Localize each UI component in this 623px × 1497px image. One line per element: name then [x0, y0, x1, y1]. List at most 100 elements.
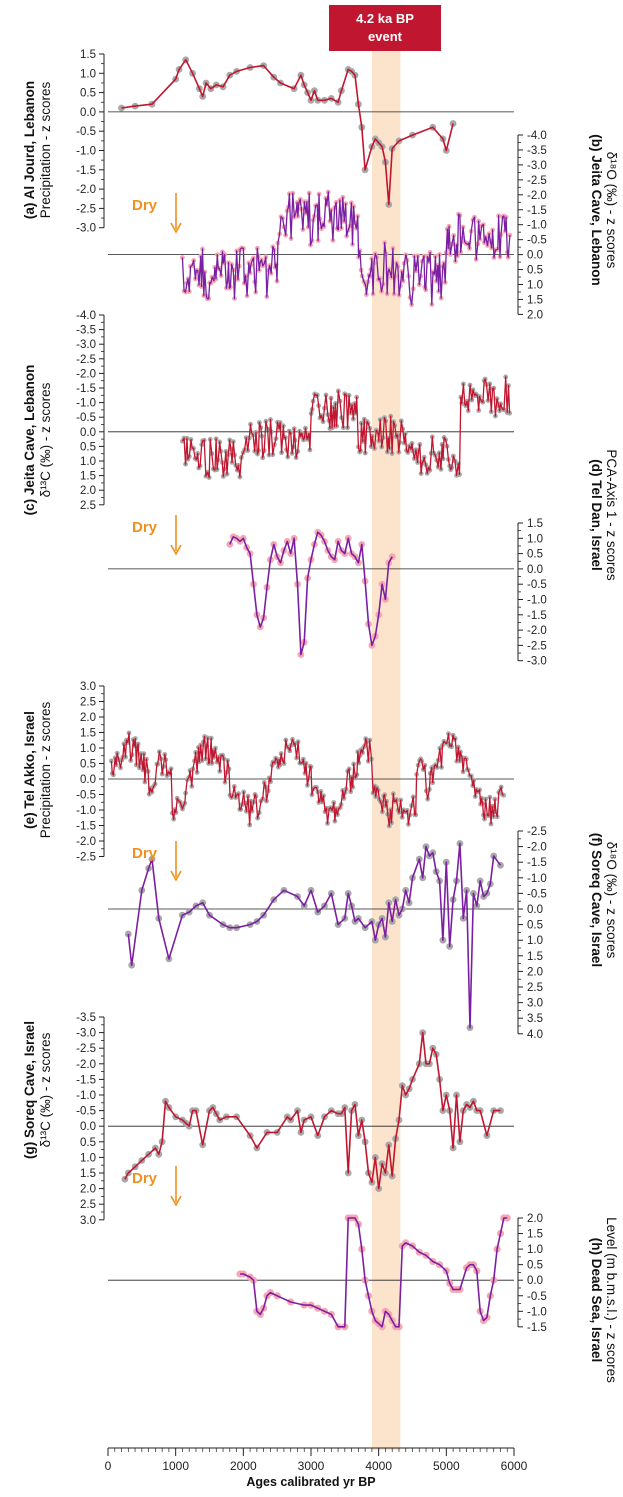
y-tick-label-f: -0.5	[527, 888, 547, 900]
panel-title-e: (e) Tel Akko, Israel	[22, 711, 37, 829]
y-tick-label-a: -1.5	[76, 165, 96, 177]
series-e	[109, 730, 507, 829]
dry-label: Dry	[132, 197, 158, 214]
y-tick-label-d: -3.0	[527, 656, 547, 668]
y-axis-g: -3.5 -3.0 -2.5 -2.0 -1.5 -1.0 -0.5 0.0 0.5 1.0 1.5…	[76, 1012, 105, 1227]
y-tick-label-g: -2.0	[76, 1059, 96, 1071]
y-tick-label-a: -0.5	[76, 126, 96, 138]
y-tick-label-d: 0.0	[527, 564, 543, 576]
y-tick-label-c: 2.5	[80, 500, 96, 512]
y-tick-label-f: 2.0	[527, 966, 543, 978]
y-axis-c: -4.0 -3.5 -3.0 -2.5 -2.0 -1.5 -1.0 -0.5 0.0 0.5 1.…	[76, 310, 105, 512]
y-tick-label-b: 1.0	[527, 280, 543, 292]
y-tick-label-a: -1.0	[76, 146, 96, 158]
dry-indicator-1: Dry	[132, 193, 182, 234]
event-label: 4.2 ka BP event	[329, 5, 441, 51]
event-label-line1: 4.2 ka BP	[356, 11, 414, 26]
y-tick-label-b: -3.5	[527, 145, 547, 157]
y-tick-label-f: 3.5	[527, 1013, 543, 1025]
y-tick-label-f: 1.5	[527, 951, 543, 963]
series-h	[236, 1214, 511, 1331]
y-tick-label-e: 0.5	[80, 759, 96, 771]
y-tick-label-c: 0.0	[80, 427, 96, 439]
down-arrow-icon	[170, 222, 182, 234]
y-tick-label-e: 1.0	[80, 743, 96, 755]
y-tick-label-a: -2.0	[76, 184, 96, 196]
x-axis: 0 1000 2000 3000 4000 5000 6000 Ages calibrate…	[105, 1447, 528, 1489]
y-axis-a: 1.5 1.0 0.5 0.0 -0.5 -1.0 -1.5 -2.0 -2.5 -3.0	[76, 49, 105, 235]
y-tick-label-e: -2.5	[76, 852, 96, 864]
x-tick-label: 6000	[501, 1459, 528, 1473]
dry-label: Dry	[132, 845, 158, 862]
series-line-g	[124, 1031, 501, 1190]
panel-title-c: (c) Jeita Cave, Lebanon	[22, 365, 37, 516]
panel-subtitle-c: δ¹³C (‰) - z scores	[38, 382, 53, 497]
panel-label-h: (h) Dead Sea, Israel Level (m b.m.s.l.) -…	[589, 1217, 619, 1383]
y-tick-label-h: 0.5	[527, 1260, 543, 1272]
panel-label-f: (f) Soreq Cave, Israel δ¹⁸O (‰) - z score…	[589, 833, 619, 967]
y-tick-label-h: -1.5	[527, 1322, 547, 1334]
y-tick-label-d: -2.5	[527, 640, 547, 652]
y-tick-label-g: -1.0	[76, 1090, 96, 1102]
series-line-f	[127, 842, 502, 1029]
y-tick-label-c: -3.0	[76, 339, 96, 351]
series-b	[180, 189, 513, 308]
y-tick-label-f: -1.0	[527, 873, 547, 885]
y-tick-label-f: 2.5	[527, 982, 543, 994]
y-axis-d: 1.5 1.0 0.5 0.0 -0.5 -1.0 -1.5 -2.0 -2.5 -3.0	[517, 518, 547, 668]
y-tick-label-f: 0.5	[527, 920, 543, 932]
event-label-line2: event	[368, 29, 403, 44]
y-tick-label-g: -3.5	[76, 1012, 96, 1024]
y-tick-label-f: -1.5	[527, 857, 547, 869]
x-tick-label: 0	[105, 1459, 112, 1473]
y-tick-label-f: 4.0	[527, 1029, 543, 1041]
y-tick-label-c: 0.5	[80, 441, 96, 453]
panel-subtitle-b: δ¹⁸O (‰) - z scores	[604, 152, 619, 269]
y-tick-label-d: -1.0	[527, 595, 547, 607]
y-tick-label-f: 0.0	[527, 904, 543, 916]
panel-subtitle-d: PCA-Axis 1 - z scores	[604, 449, 619, 581]
panel-label-g: (g) Soreq Cave, Israel δ¹³C (‰) - z score…	[22, 1021, 53, 1159]
panel-subtitle-a: Precipitation - z scores	[38, 81, 53, 218]
panel-subtitle-e: Precipitation - z scores	[38, 701, 53, 838]
panel-title-h: (h) Dead Sea, Israel	[589, 1238, 604, 1363]
y-tick-label-f: -2.0	[527, 842, 547, 854]
y-tick-label-b: -2.0	[527, 190, 547, 202]
series-line-h	[240, 1217, 508, 1328]
y-tick-label-g: 2.5	[80, 1199, 96, 1211]
y-tick-label-h: 0.0	[527, 1275, 543, 1287]
x-axis-label: Ages calibrated yr BP	[246, 1475, 375, 1489]
y-tick-label-c: -1.0	[76, 398, 96, 410]
series-line-b	[181, 191, 511, 306]
y-tick-label-f: 3.0	[527, 998, 543, 1010]
y-tick-label-g: -2.5	[76, 1043, 96, 1055]
y-tick-label-g: -0.5	[76, 1106, 96, 1118]
series-line-e	[110, 732, 505, 827]
y-tick-label-c: -0.5	[76, 412, 96, 424]
y-tick-label-h: 1.0	[527, 1244, 543, 1256]
y-tick-label-g: -1.5	[76, 1074, 96, 1086]
dry-indicator-4: Dry	[132, 1166, 182, 1207]
down-arrow-icon	[170, 1195, 182, 1207]
y-tick-label-b: -3.0	[527, 160, 547, 172]
y-tick-label-e: 2.0	[80, 712, 96, 724]
y-tick-label-b: 2.0	[527, 309, 543, 321]
y-tick-label-d: 1.0	[527, 533, 543, 545]
y-tick-label-d: -2.0	[527, 625, 547, 637]
series-line-d	[229, 531, 393, 656]
y-tick-label-e: 2.5	[80, 697, 96, 709]
y-tick-label-e: -2.0	[76, 836, 96, 848]
series-line-a	[121, 58, 454, 206]
y-tick-label-c: 1.0	[80, 456, 96, 468]
panel-title-b: (b) Jeita Cave, Lebanon	[589, 134, 604, 286]
panel-title-g: (g) Soreq Cave, Israel	[22, 1021, 37, 1159]
y-tick-label-c: -1.5	[76, 383, 96, 395]
y-tick-label-c: -3.5	[76, 325, 96, 337]
dry-label: Dry	[132, 519, 158, 536]
series-f	[124, 840, 504, 1031]
y-tick-label-a: 1.5	[80, 49, 96, 61]
panel-label-a: (a) Al Jourd, Lebanon Precipitation - z s…	[22, 81, 53, 219]
down-arrow-icon	[170, 870, 182, 882]
y-tick-label-e: 0.0	[80, 774, 96, 786]
y-tick-label-d: -0.5	[527, 579, 547, 591]
